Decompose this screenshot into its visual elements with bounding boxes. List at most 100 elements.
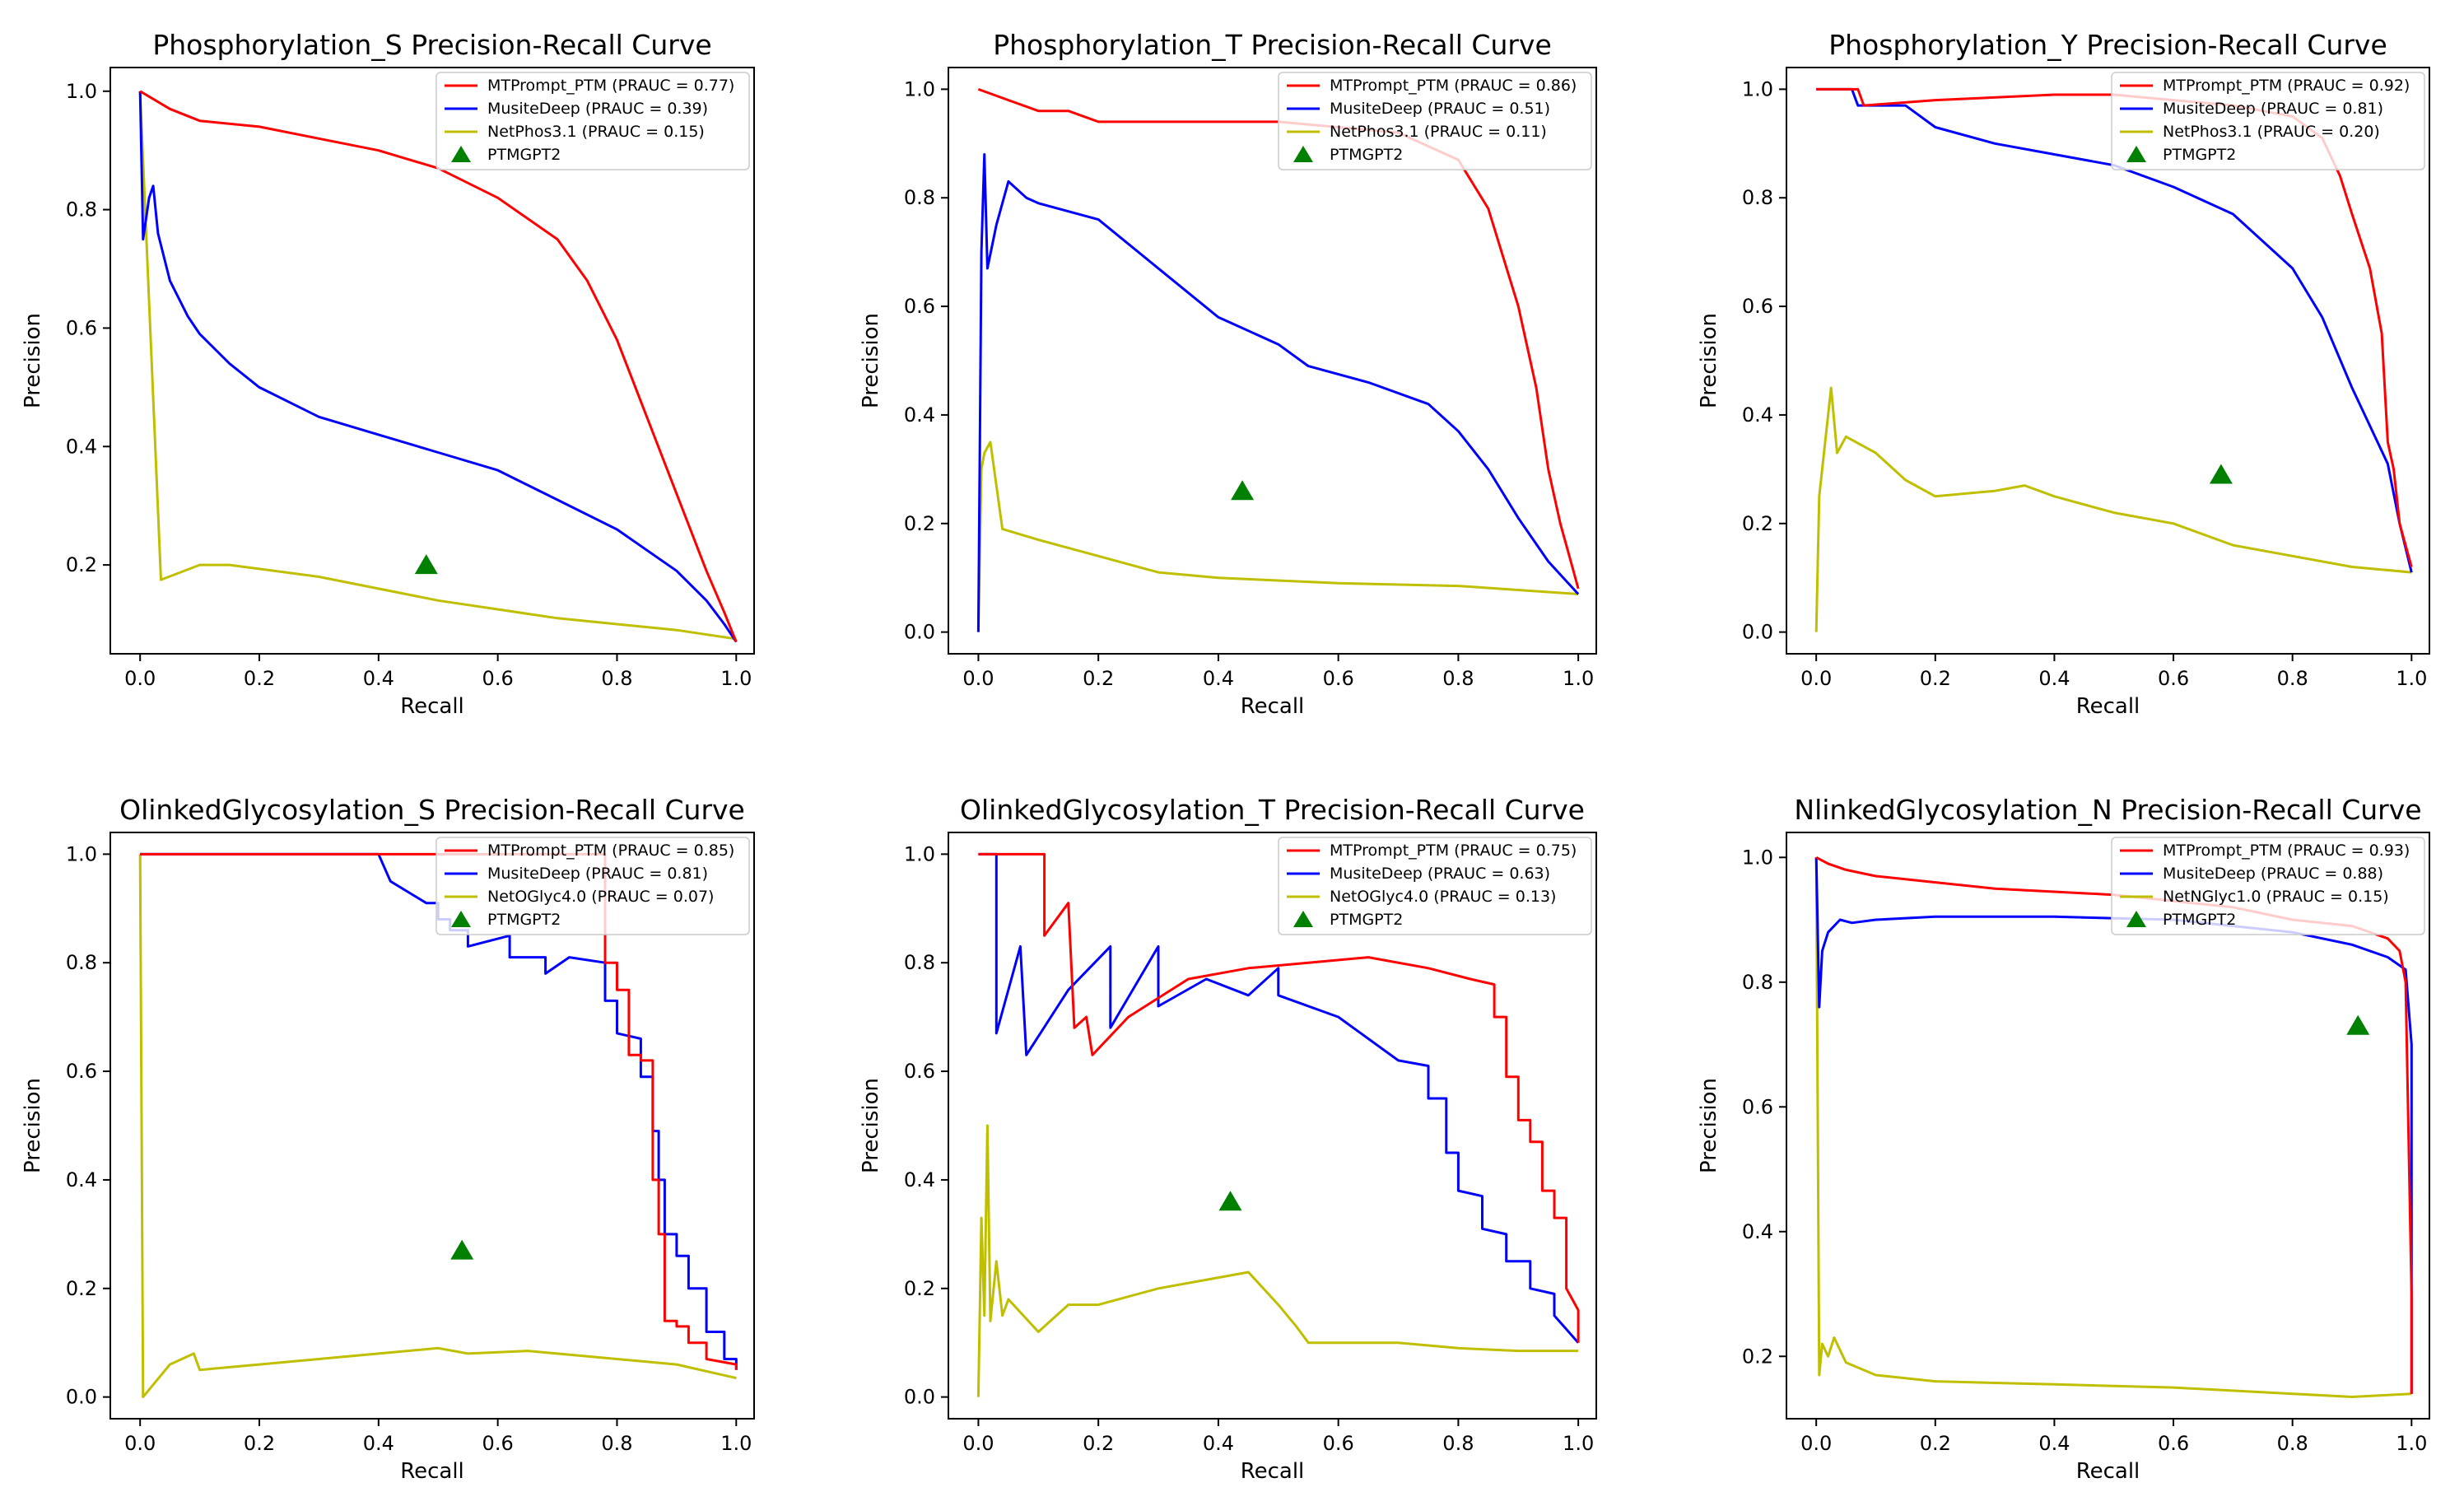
legend-box (436, 72, 750, 170)
y-tick-label: 0.0 (904, 621, 935, 644)
y-axis-label: Precision (21, 1078, 45, 1173)
series-line-netphos3-1 (138, 91, 737, 641)
legend: MTPrompt_PTM (PRAUC = 0.86) MusiteDeep (P… (1278, 72, 1592, 170)
y-tick-label: 0.6 (1742, 1095, 1773, 1118)
y-tick-label: 0.4 (904, 403, 935, 427)
chart-title: Phosphorylation_S Precision-Recall Curve (152, 29, 711, 61)
series-line-netoglyc4-0 (138, 854, 737, 1399)
legend: MTPrompt_PTM (PRAUC = 0.85) MusiteDeep (P… (436, 837, 750, 935)
y-tick-label: 0.6 (904, 295, 935, 318)
ptmgpt2-marker (414, 554, 438, 575)
chart-title: OlinkedGlycosylation_S Precision-Recall … (119, 794, 745, 826)
y-tick-label: 0.6 (66, 316, 97, 339)
y-tick-label: 0.6 (66, 1060, 97, 1083)
x-axis-label: Recall (2076, 694, 2140, 719)
y-tick-label: 0.8 (66, 198, 97, 221)
legend-box (436, 837, 750, 935)
x-axis-label: Recall (400, 694, 464, 719)
y-tick-label: 0.6 (904, 1060, 935, 1083)
legend-label-netphos3-1: NetPhos3.1 (PRAUC = 0.11) (1330, 123, 1547, 141)
legend-swatch-ptmgpt2 (451, 146, 471, 162)
x-tick-label: 0.0 (962, 1432, 994, 1455)
y-tick-label: 0.4 (66, 435, 97, 458)
y-tick-label: 0.6 (1742, 295, 1773, 318)
x-tick-label: 0.4 (2038, 1432, 2070, 1455)
y-tick-label: 1.0 (66, 80, 97, 103)
y-tick-label: 0.8 (1742, 186, 1773, 209)
legend-label-musitedeep: MusiteDeep (PRAUC = 0.39) (487, 100, 708, 118)
legend-swatch-ptmgpt2 (2126, 911, 2146, 927)
ptmgpt2-marker (2346, 1014, 2370, 1035)
x-tick-label: 1.0 (720, 1432, 752, 1455)
y-axis-label: Precision (859, 313, 883, 408)
x-tick-label: 0.2 (1083, 667, 1114, 690)
ptmgpt2-marker (1231, 480, 1255, 501)
chart-panel-2: 0.0 0.2 0.4 0.6 0.8 1.0 0.0 0.2 0.4 0.6 0.8 1.0 Phos… (859, 29, 1597, 719)
legend-swatch-ptmgpt2 (2126, 146, 2146, 162)
y-tick-label: 1.0 (1742, 846, 1773, 869)
y-tick-label: 0.2 (1742, 512, 1773, 535)
x-tick-label: 0.0 (1800, 667, 1832, 690)
legend-label-ptmgpt2: PTMGPT2 (1330, 911, 1403, 929)
x-tick-label: 1.0 (2396, 667, 2427, 690)
x-tick-label: 1.0 (1563, 1432, 1594, 1455)
series-line-netphos3-1 (1814, 386, 2412, 632)
y-tick-label: 1.0 (1742, 77, 1773, 100)
x-tick-label: 1.0 (2396, 1432, 2427, 1455)
y-tick-label: 0.2 (904, 1277, 935, 1300)
y-axis-label: Precision (859, 1078, 883, 1173)
x-tick-label: 0.8 (1442, 667, 1474, 690)
x-tick-label: 0.4 (363, 667, 394, 690)
x-tick-label: 0.8 (1442, 1432, 1474, 1455)
legend-box (1278, 837, 1592, 935)
y-tick-label: 0.8 (1742, 971, 1773, 994)
y-axis-label: Precision (1697, 313, 1721, 408)
x-tick-label: 0.0 (962, 667, 994, 690)
series-line-mtprompt-ptm (139, 90, 738, 643)
y-tick-label: 0.0 (66, 1386, 97, 1409)
series-line-netphos3-1 (976, 441, 1579, 632)
legend-swatch-ptmgpt2 (1293, 911, 1313, 927)
series-line-netoglyc4-0 (976, 1124, 1579, 1397)
legend-label-musitedeep: MusiteDeep (PRAUC = 0.81) (2163, 100, 2383, 118)
chart-title: Phosphorylation_Y Precision-Recall Curve (1828, 29, 2387, 61)
chart-panel-5: 0.0 0.2 0.4 0.6 0.8 1.0 0.0 0.2 0.4 0.6 0.8 1.0 Olin… (859, 794, 1597, 1484)
x-tick-label: 0.2 (1920, 667, 1951, 690)
legend-label-ptmgpt2: PTMGPT2 (487, 911, 561, 929)
legend-box (1278, 72, 1592, 170)
y-tick-label: 0.4 (1742, 403, 1773, 427)
x-tick-label: 0.8 (2277, 667, 2308, 690)
y-tick-label: 0.0 (1742, 621, 1773, 644)
x-axis-label: Recall (2076, 1459, 2140, 1484)
legend-label-mtprompt-ptm: MTPrompt_PTM (PRAUC = 0.86) (1330, 77, 1577, 95)
legend-label-ptmgpt2: PTMGPT2 (487, 146, 561, 164)
x-tick-label: 0.8 (601, 667, 632, 690)
x-tick-label: 0.4 (1203, 667, 1234, 690)
y-tick-label: 0.8 (904, 951, 935, 974)
legend-label-netphos3-1: NetPhos3.1 (PRAUC = 0.15) (487, 123, 705, 141)
legend-box (2111, 837, 2425, 935)
chart-panel-4: 0.0 0.2 0.4 0.6 0.8 1.0 0.0 0.2 0.4 0.6 0.8 1.0 Olin… (21, 794, 755, 1484)
legend-label-mtprompt-ptm: MTPrompt_PTM (PRAUC = 0.77) (487, 77, 734, 95)
x-tick-label: 0.6 (1323, 667, 1354, 690)
legend: MTPrompt_PTM (PRAUC = 0.77) MusiteDeep (P… (436, 72, 750, 170)
x-tick-label: 0.6 (2158, 1432, 2189, 1455)
x-tick-label: 0.2 (1083, 1432, 1114, 1455)
series-line-musitedeep (138, 91, 738, 643)
legend-label-mtprompt-ptm: MTPrompt_PTM (PRAUC = 0.92) (2163, 77, 2410, 95)
legend-label-mtprompt-ptm: MTPrompt_PTM (PRAUC = 0.93) (2163, 842, 2410, 860)
legend-label-musitedeep: MusiteDeep (PRAUC = 0.51) (1330, 100, 1550, 118)
legend-label-ptmgpt2: PTMGPT2 (1330, 146, 1403, 164)
legend-label-netoglyc4-0: NetOGlyc4.0 (PRAUC = 0.13) (1330, 888, 1556, 906)
chart-title: OlinkedGlycosylation_T Precision-Recall … (960, 794, 1585, 826)
x-tick-label: 1.0 (1563, 667, 1594, 690)
legend-label-mtprompt-ptm: MTPrompt_PTM (PRAUC = 0.85) (487, 842, 734, 860)
y-tick-label: 1.0 (904, 77, 935, 100)
legend-box (2111, 72, 2425, 170)
legend-label-ptmgpt2: PTMGPT2 (2163, 911, 2236, 929)
x-tick-label: 0.2 (244, 1432, 275, 1455)
legend-label-musitedeep: MusiteDeep (PRAUC = 0.81) (487, 865, 708, 883)
x-tick-label: 0.6 (1323, 1432, 1354, 1455)
x-axis-label: Recall (1241, 1459, 1305, 1484)
legend-label-musitedeep: MusiteDeep (PRAUC = 0.88) (2163, 865, 2383, 883)
